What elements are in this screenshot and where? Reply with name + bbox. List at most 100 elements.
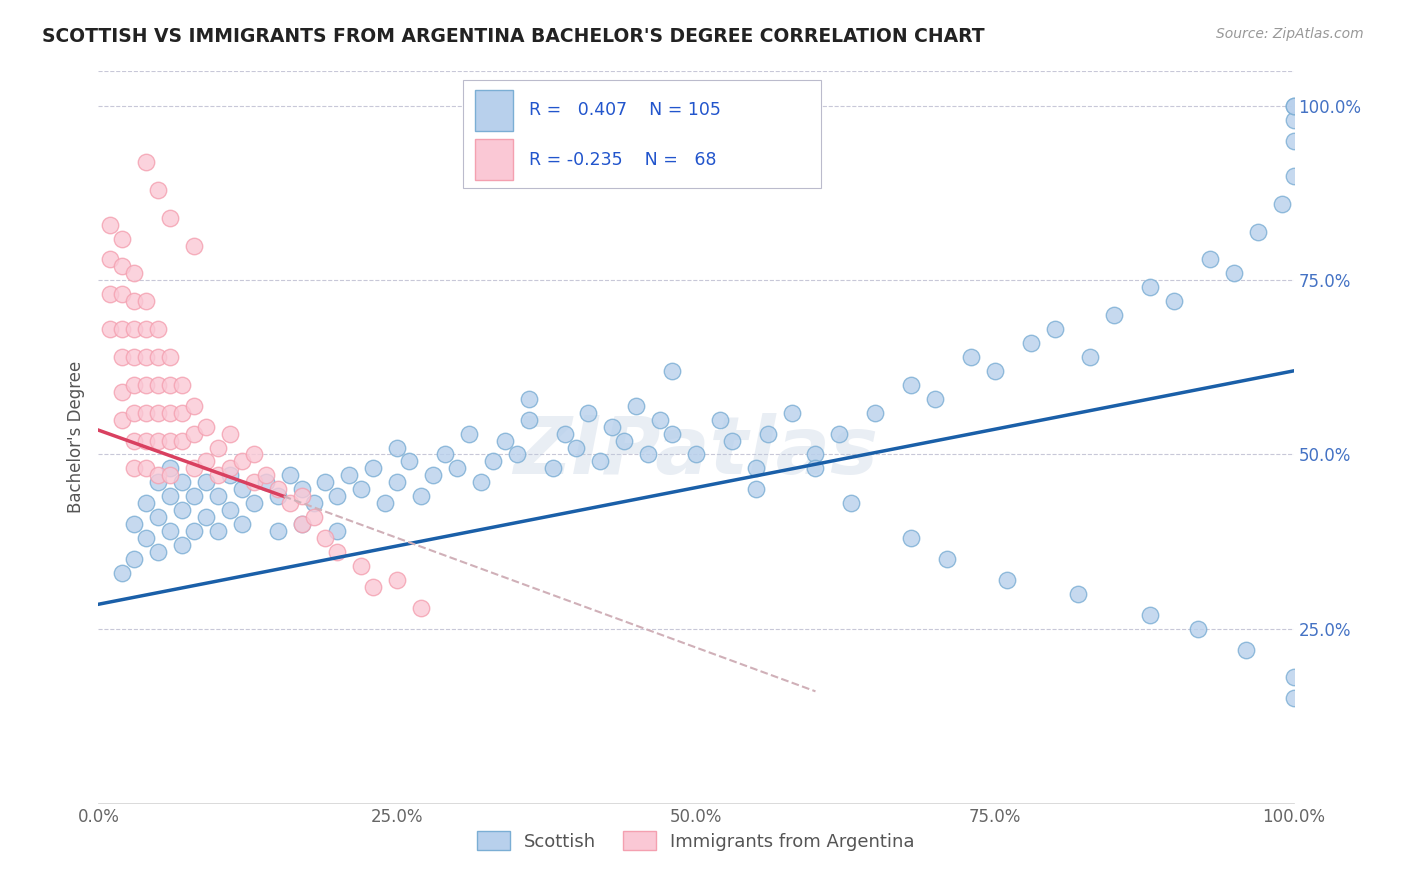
Point xyxy=(135,294,157,309)
Point xyxy=(243,448,266,462)
Point xyxy=(267,524,290,538)
Point xyxy=(804,448,827,462)
Point xyxy=(267,483,290,497)
Point xyxy=(1282,169,1305,183)
Text: R =   0.407    N = 105: R = 0.407 N = 105 xyxy=(529,101,720,120)
Point xyxy=(1067,587,1090,601)
Point xyxy=(721,434,744,448)
Point xyxy=(98,252,122,267)
Point xyxy=(637,448,659,462)
Point xyxy=(159,468,181,483)
Point xyxy=(148,510,170,524)
Point xyxy=(195,454,218,468)
Point xyxy=(326,524,349,538)
Point xyxy=(124,434,146,448)
Point xyxy=(111,231,134,245)
Point xyxy=(291,489,314,503)
Point xyxy=(159,434,181,448)
Point xyxy=(302,510,325,524)
Point xyxy=(554,426,576,441)
Point xyxy=(111,322,134,336)
Point xyxy=(148,545,170,559)
Point xyxy=(1234,642,1257,657)
Point xyxy=(207,441,229,455)
Point xyxy=(124,322,146,336)
Point xyxy=(148,183,170,197)
Point xyxy=(1163,294,1185,309)
Point xyxy=(135,434,157,448)
Point xyxy=(578,406,600,420)
FancyBboxPatch shape xyxy=(475,139,513,180)
Point xyxy=(363,580,385,594)
Point xyxy=(159,406,181,420)
Point xyxy=(172,503,194,517)
Point xyxy=(291,517,314,532)
Point xyxy=(111,260,134,274)
Point xyxy=(900,531,922,545)
Point xyxy=(207,524,229,538)
Point xyxy=(984,364,1007,378)
Point xyxy=(183,489,205,503)
Point xyxy=(291,483,314,497)
Point xyxy=(339,468,361,483)
Point xyxy=(135,350,157,364)
Point xyxy=(124,266,146,280)
Point xyxy=(231,454,253,468)
Point xyxy=(1282,99,1305,113)
Point xyxy=(385,441,409,455)
Legend: Scottish, Immigrants from Argentina: Scottish, Immigrants from Argentina xyxy=(468,822,924,860)
Point xyxy=(172,377,194,392)
Point xyxy=(183,461,205,475)
Point xyxy=(350,558,373,573)
Point xyxy=(411,489,433,503)
Point xyxy=(124,517,146,532)
Point xyxy=(780,406,803,420)
Point xyxy=(315,531,337,545)
Point xyxy=(756,426,779,441)
Point xyxy=(183,399,205,413)
Point xyxy=(398,454,420,468)
Text: R = -0.235    N =   68: R = -0.235 N = 68 xyxy=(529,151,716,169)
Point xyxy=(98,322,122,336)
Point xyxy=(172,538,194,552)
Point xyxy=(481,454,505,468)
Point xyxy=(159,350,181,364)
Point xyxy=(648,412,672,426)
Point xyxy=(446,461,468,475)
Point xyxy=(434,448,457,462)
Point xyxy=(267,489,290,503)
Y-axis label: Bachelor's Degree: Bachelor's Degree xyxy=(67,361,86,513)
Point xyxy=(458,426,481,441)
Point xyxy=(183,238,205,252)
Point xyxy=(135,322,157,336)
Point xyxy=(291,517,314,532)
FancyBboxPatch shape xyxy=(463,80,821,188)
Point xyxy=(159,524,181,538)
Point xyxy=(517,392,540,406)
Point xyxy=(960,350,983,364)
Point xyxy=(1282,99,1305,113)
Point xyxy=(124,552,146,566)
Point xyxy=(111,566,134,580)
Point xyxy=(302,496,325,510)
Point xyxy=(159,461,181,475)
Point xyxy=(98,218,122,232)
Point xyxy=(315,475,337,490)
Point xyxy=(506,448,529,462)
Point xyxy=(195,475,218,490)
Point xyxy=(661,426,683,441)
Point xyxy=(1223,266,1246,280)
Point xyxy=(148,468,170,483)
Point xyxy=(661,364,683,378)
Point xyxy=(1187,622,1209,636)
Point xyxy=(98,287,122,301)
Point xyxy=(326,545,349,559)
Point xyxy=(124,350,146,364)
Point xyxy=(745,461,768,475)
Point xyxy=(124,294,146,309)
Point xyxy=(745,483,768,497)
Point xyxy=(470,475,492,490)
Point xyxy=(231,517,253,532)
Text: Source: ZipAtlas.com: Source: ZipAtlas.com xyxy=(1216,27,1364,41)
Point xyxy=(148,350,170,364)
